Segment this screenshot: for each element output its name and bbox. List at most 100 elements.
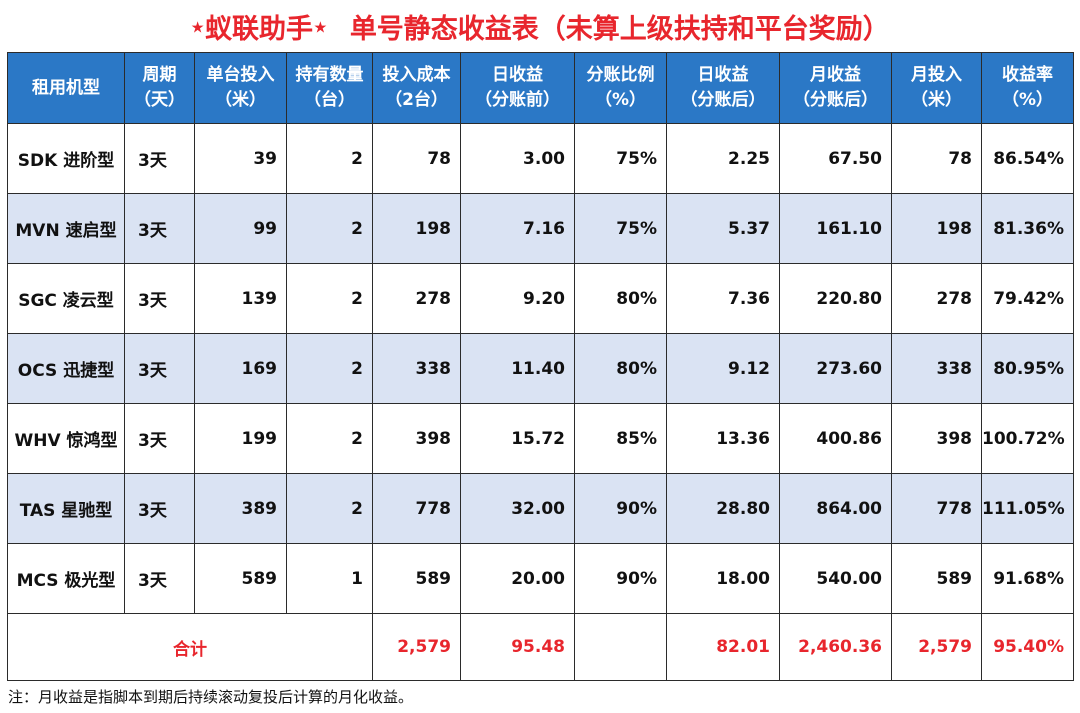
cell-quantity: 2 [286, 333, 373, 404]
cell-monthly-invest: 278 [891, 263, 982, 334]
cell-quantity: 2 [286, 403, 373, 474]
cell-cost: 778 [372, 473, 461, 544]
cell-monthly: 273.60 [779, 333, 892, 404]
total-rate: 95.40% [981, 613, 1074, 681]
cell-model: MCS 极光型 [7, 543, 125, 614]
cell-period: 3天 [124, 193, 195, 264]
total-monthly-invest: 2,579 [891, 613, 982, 681]
cell-monthly: 864.00 [779, 473, 892, 544]
cell-daily-before: 7.16 [460, 193, 575, 264]
table-header-row: 租用机型 周期 （天） 单台投入 （米） 持有数量 （台） 投入成本 （2台） 日收益 （分账前） 分… [7, 52, 1074, 124]
cell-quantity: 1 [286, 543, 373, 614]
cell-ratio: 80% [574, 333, 667, 404]
income-table: 租用机型 周期 （天） 单台投入 （米） 持有数量 （台） 投入成本 （2台） 日收益 （分账前） 分… [7, 52, 1074, 681]
cell-period: 3天 [124, 473, 195, 544]
cell-daily-after: 13.36 [666, 403, 780, 474]
table-row: SGC 凌云型 3天 139 2 278 9.20 80% 7.36 220.80 278 79.4… [7, 263, 1074, 334]
header-daily-after: 日收益 （分账后） [666, 52, 780, 124]
cell-ratio: 90% [574, 543, 667, 614]
cell-model: TAS 星驰型 [7, 473, 125, 544]
table-row: SDK 进阶型 3天 39 2 78 3.00 75% 2.25 67.50 78 86.54% [7, 123, 1074, 194]
cell-rate: 100.72% [981, 403, 1074, 474]
cell-period: 3天 [124, 263, 195, 334]
table-row: MCS 极光型 3天 589 1 589 20.00 90% 18.00 540.00 589 91… [7, 543, 1074, 614]
table-row: OCS 迅捷型 3天 169 2 338 11.40 80% 9.12 273.60 338 80.… [7, 333, 1074, 404]
cell-monthly: 161.10 [779, 193, 892, 264]
cell-daily-before: 15.72 [460, 403, 575, 474]
total-monthly: 2,460.36 [779, 613, 892, 681]
header-line: 收益率 [1002, 65, 1053, 85]
cell-rate: 79.42% [981, 263, 1074, 334]
total-ratio [574, 613, 667, 681]
header-line: （米） [215, 90, 266, 110]
header-model: 租用机型 [7, 52, 125, 124]
header-line: （米） [911, 90, 962, 110]
header-line: （分账前） [475, 90, 560, 110]
header-monthly: 月收益 （分账后） [779, 52, 892, 124]
cell-daily-after: 18.00 [666, 543, 780, 614]
header-line: 月收益 [810, 65, 861, 85]
header-line: （2台） [385, 90, 448, 110]
cell-cost: 589 [372, 543, 461, 614]
header-period: 周期 （天） [124, 52, 195, 124]
star-right-icon: ⭑ [315, 14, 326, 38]
total-daily-after: 82.01 [666, 613, 780, 681]
cell-period: 3天 [124, 403, 195, 474]
cell-quantity: 2 [286, 263, 373, 334]
cell-model: SDK 进阶型 [7, 123, 125, 194]
header-rate: 收益率 （%） [981, 52, 1074, 124]
header-ratio: 分账比例 （%） [574, 52, 667, 124]
cell-period: 3天 [124, 333, 195, 404]
cell-ratio: 75% [574, 123, 667, 194]
title-sub: 单号静态收益表（未算上级扶持和平台奖励） [349, 13, 890, 45]
cell-rate: 91.68% [981, 543, 1074, 614]
cell-monthly-invest: 398 [891, 403, 982, 474]
cell-daily-before: 3.00 [460, 123, 575, 194]
title-main: 蚁联助手 [205, 13, 313, 45]
total-label: 合计 [7, 613, 373, 681]
header-line: 持有数量 [295, 65, 364, 85]
header-line: （分账后） [793, 90, 878, 110]
header-line: （台） [304, 90, 355, 110]
cell-ratio: 80% [574, 263, 667, 334]
cell-daily-after: 9.12 [666, 333, 780, 404]
cell-daily-after: 5.37 [666, 193, 780, 264]
cell-model: WHV 惊鸿型 [7, 403, 125, 474]
header-unit-invest: 单台投入 （米） [194, 52, 287, 124]
cell-monthly: 400.86 [779, 403, 892, 474]
cell-monthly: 220.80 [779, 263, 892, 334]
cell-quantity: 2 [286, 193, 373, 264]
footnote: 注：月收益是指脚本到期后持续滚动复投后计算的月化收益。 [8, 688, 414, 706]
cell-model: OCS 迅捷型 [7, 333, 125, 404]
cell-monthly-invest: 198 [891, 193, 982, 264]
cell-cost: 198 [372, 193, 461, 264]
cell-monthly-invest: 778 [891, 473, 982, 544]
cell-period: 3天 [124, 123, 195, 194]
cell-model: MVN 速启型 [7, 193, 125, 264]
header-line: 投入成本 [382, 65, 451, 85]
header-line: 日收益 [697, 65, 749, 85]
cell-unit-invest: 169 [194, 333, 287, 404]
cell-cost: 78 [372, 123, 461, 194]
header-line: 月投入 [911, 65, 962, 85]
cell-unit-invest: 99 [194, 193, 287, 264]
cell-unit-invest: 589 [194, 543, 287, 614]
header-line: （%） [1001, 90, 1054, 110]
cell-rate: 86.54% [981, 123, 1074, 194]
cell-ratio: 75% [574, 193, 667, 264]
cell-quantity: 2 [286, 123, 373, 194]
cell-daily-after: 7.36 [666, 263, 780, 334]
cell-period: 3天 [124, 543, 195, 614]
cell-monthly: 540.00 [779, 543, 892, 614]
table-row: TAS 星驰型 3天 389 2 778 32.00 90% 28.80 864.00 778 11… [7, 473, 1074, 544]
cell-ratio: 85% [574, 403, 667, 474]
cell-monthly-invest: 78 [891, 123, 982, 194]
cell-unit-invest: 199 [194, 403, 287, 474]
header-line: 分账比例 [586, 65, 655, 85]
cell-monthly-invest: 589 [891, 543, 982, 614]
header-line: （天） [134, 90, 185, 110]
cell-unit-invest: 139 [194, 263, 287, 334]
total-row: 合计 2,579 95.48 82.01 2,460.36 2,579 95.4… [7, 613, 1074, 681]
cell-daily-before: 9.20 [460, 263, 575, 334]
cell-daily-after: 2.25 [666, 123, 780, 194]
